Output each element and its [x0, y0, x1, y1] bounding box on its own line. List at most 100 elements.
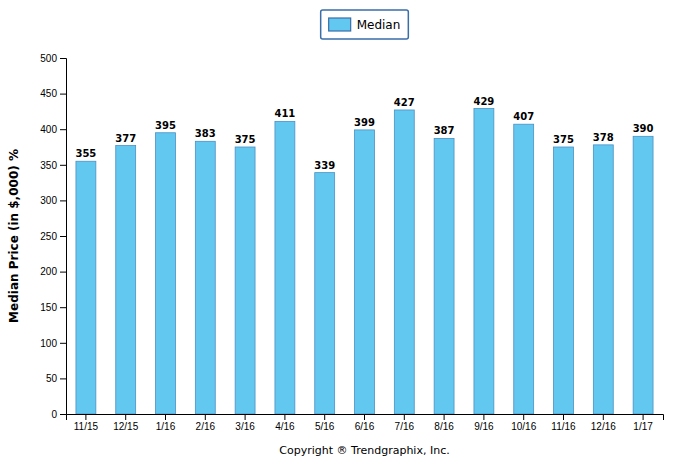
x-tick-mark — [284, 414, 285, 420]
x-tick-mark — [563, 414, 564, 420]
x-tick-label: 7/16 — [395, 421, 415, 432]
bar — [633, 136, 653, 414]
bar — [514, 124, 534, 414]
x-tick: 8/16 — [434, 414, 454, 432]
y-tick-label: 50 — [46, 373, 58, 384]
x-tick-mark — [483, 414, 484, 420]
data-label: 375 — [235, 134, 256, 145]
x-tick: 3/16 — [235, 414, 255, 432]
y-tick: 100 — [40, 338, 66, 349]
x-tick-mark — [324, 414, 325, 420]
y-tick: 250 — [40, 231, 66, 242]
x-tick-label: 9/16 — [474, 421, 494, 432]
y-tick-label: 0 — [51, 409, 57, 420]
x-tick-label: 11/15 — [74, 421, 99, 432]
y-tick-mark — [60, 307, 66, 308]
data-label: 355 — [75, 148, 96, 159]
x-axis-title: Copyright ® Trendgraphix, Inc. — [279, 444, 449, 457]
y-tick-label: 100 — [40, 338, 57, 349]
data-label: 407 — [513, 111, 534, 122]
y-tick-mark — [60, 165, 66, 166]
y-tick-mark — [60, 272, 66, 273]
data-label: 377 — [115, 133, 136, 144]
y-tick-mark — [60, 414, 66, 415]
y-tick: 500 — [40, 53, 66, 64]
data-labels: 3553773953833754113393994273874294073753… — [75, 96, 653, 171]
y-tick-label: 500 — [40, 53, 57, 64]
x-tick-mark — [404, 414, 405, 420]
y-axis: 0 50 100 150 200 250 300 350 400 450 500 — [40, 53, 66, 420]
bar — [116, 146, 136, 414]
x-tick: 12/16 — [591, 414, 616, 432]
x-tick: 5/16 — [315, 414, 335, 432]
chart-svg: 3553773953833754113393994273874294073753… — [0, 0, 683, 466]
plot-area: 3553773953833754113393994273874294073753… — [40, 53, 663, 432]
y-tick: 300 — [40, 195, 66, 206]
x-tick: 1/17 — [633, 414, 653, 432]
y-tick-label: 200 — [40, 266, 57, 277]
bar — [235, 147, 255, 414]
y-tick-mark — [60, 58, 66, 59]
x-tick-label: 12/15 — [113, 421, 138, 432]
y-tick: 350 — [40, 160, 66, 171]
legend-swatch — [329, 18, 351, 31]
bar — [156, 133, 176, 414]
data-label: 411 — [274, 108, 295, 119]
x-tick: 12/15 — [113, 414, 138, 432]
x-tick-label: 11/16 — [551, 421, 576, 432]
y-axis-line — [60, 59, 67, 415]
legend-label: Median — [357, 18, 401, 32]
data-label: 427 — [394, 97, 415, 108]
x-tick-mark — [364, 414, 365, 420]
bars — [76, 109, 653, 414]
bar — [593, 145, 613, 414]
x-tick-label: 1/17 — [633, 421, 653, 432]
y-tick-label: 350 — [40, 160, 57, 171]
x-tick-mark — [444, 414, 445, 420]
y-axis-title: Median Price (in $,000) % — [7, 149, 21, 323]
y-tick-mark — [60, 378, 66, 379]
y-tick: 0 — [51, 409, 66, 420]
x-tick-label: 1/16 — [156, 421, 176, 432]
x-tick-label: 3/16 — [235, 421, 255, 432]
y-tick: 150 — [40, 302, 66, 313]
y-tick-mark — [60, 236, 66, 237]
x-tick-label: 2/16 — [196, 421, 216, 432]
data-label: 339 — [314, 160, 335, 171]
y-tick-mark — [60, 94, 66, 95]
bar — [434, 138, 454, 414]
x-axis: 11/1512/151/162/163/164/165/166/167/168/… — [67, 414, 664, 432]
bar — [315, 173, 335, 414]
x-tick: 11/15 — [74, 414, 99, 432]
x-tick: 7/16 — [395, 414, 415, 432]
y-tick: 200 — [40, 266, 66, 277]
bar — [355, 130, 375, 414]
data-label: 387 — [434, 125, 455, 136]
x-axis-line — [67, 415, 664, 421]
x-tick: 2/16 — [196, 414, 216, 432]
y-tick-mark — [60, 200, 66, 201]
y-tick: 400 — [40, 124, 66, 135]
y-tick-mark — [60, 129, 66, 130]
bar — [394, 110, 414, 414]
y-tick: 50 — [46, 373, 66, 384]
x-tick-label: 10/16 — [511, 421, 536, 432]
x-tick-label: 5/16 — [315, 421, 335, 432]
data-label: 399 — [354, 117, 375, 128]
x-tick-mark — [125, 414, 126, 420]
y-tick-label: 250 — [40, 231, 57, 242]
x-tick-label: 12/16 — [591, 421, 616, 432]
y-tick: 450 — [40, 88, 66, 99]
legend-frame — [321, 10, 409, 39]
data-label: 375 — [553, 134, 574, 145]
bar — [275, 121, 295, 414]
bar — [76, 161, 96, 414]
x-tick-mark — [523, 414, 524, 420]
x-tick-mark — [603, 414, 604, 420]
bar — [195, 141, 215, 414]
data-label: 378 — [593, 132, 614, 143]
x-tick-mark — [85, 414, 86, 420]
x-tick-mark — [643, 414, 644, 420]
bar — [474, 109, 494, 414]
y-tick-label: 150 — [40, 302, 57, 313]
